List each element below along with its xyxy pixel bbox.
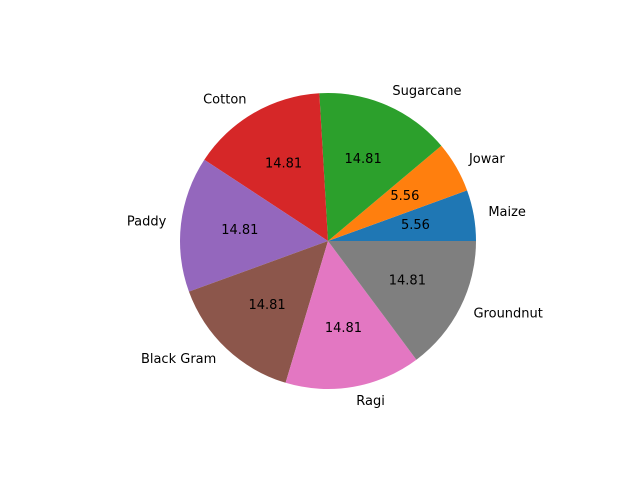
pie-slice-maize: [328, 190, 476, 241]
pct-label-ragi: 14.81: [325, 321, 362, 336]
slice-label-maize: Maize: [488, 205, 526, 220]
pie-slice-sugarcane: [319, 93, 442, 241]
slice-label-jowar: Jowar: [468, 152, 505, 167]
slice-label-ragi: Ragi: [356, 394, 385, 409]
slice-label-sugarcane: Sugarcane: [392, 84, 461, 99]
percentage-labels: 5.56 5.56 14.81 14.81 14.81 14.81 14.81 14.81: [221, 152, 430, 336]
pie-slices: [179, 93, 476, 389]
slice-label-cotton: Cotton: [203, 93, 246, 108]
pct-label-black-gram: 14.81: [248, 298, 285, 313]
slice-label-groundnut: Groundnut: [473, 307, 542, 322]
pie-slice-groundnut: [328, 241, 476, 360]
pct-label-paddy: 14.81: [221, 223, 258, 238]
pct-label-groundnut: 14.81: [389, 273, 426, 288]
pie-slice-jowar: [328, 145, 468, 241]
slice-label-paddy: Paddy: [127, 215, 167, 230]
pct-label-jowar: 5.56: [390, 189, 419, 204]
pie-slice-ragi: [285, 241, 417, 389]
pie-slice-paddy: [179, 159, 328, 292]
slice-labels: Maize Jowar Sugarcane Cotton Paddy Black Gram…: [127, 84, 543, 409]
pct-label-maize: 5.56: [401, 218, 430, 233]
pct-label-cotton: 14.81: [265, 157, 302, 172]
slice-label-black-gram: Black Gram: [141, 352, 216, 367]
pct-label-sugarcane: 14.81: [345, 152, 382, 167]
pie-slice-black-gram: [188, 241, 328, 383]
pie-slice-cotton: [204, 93, 328, 241]
